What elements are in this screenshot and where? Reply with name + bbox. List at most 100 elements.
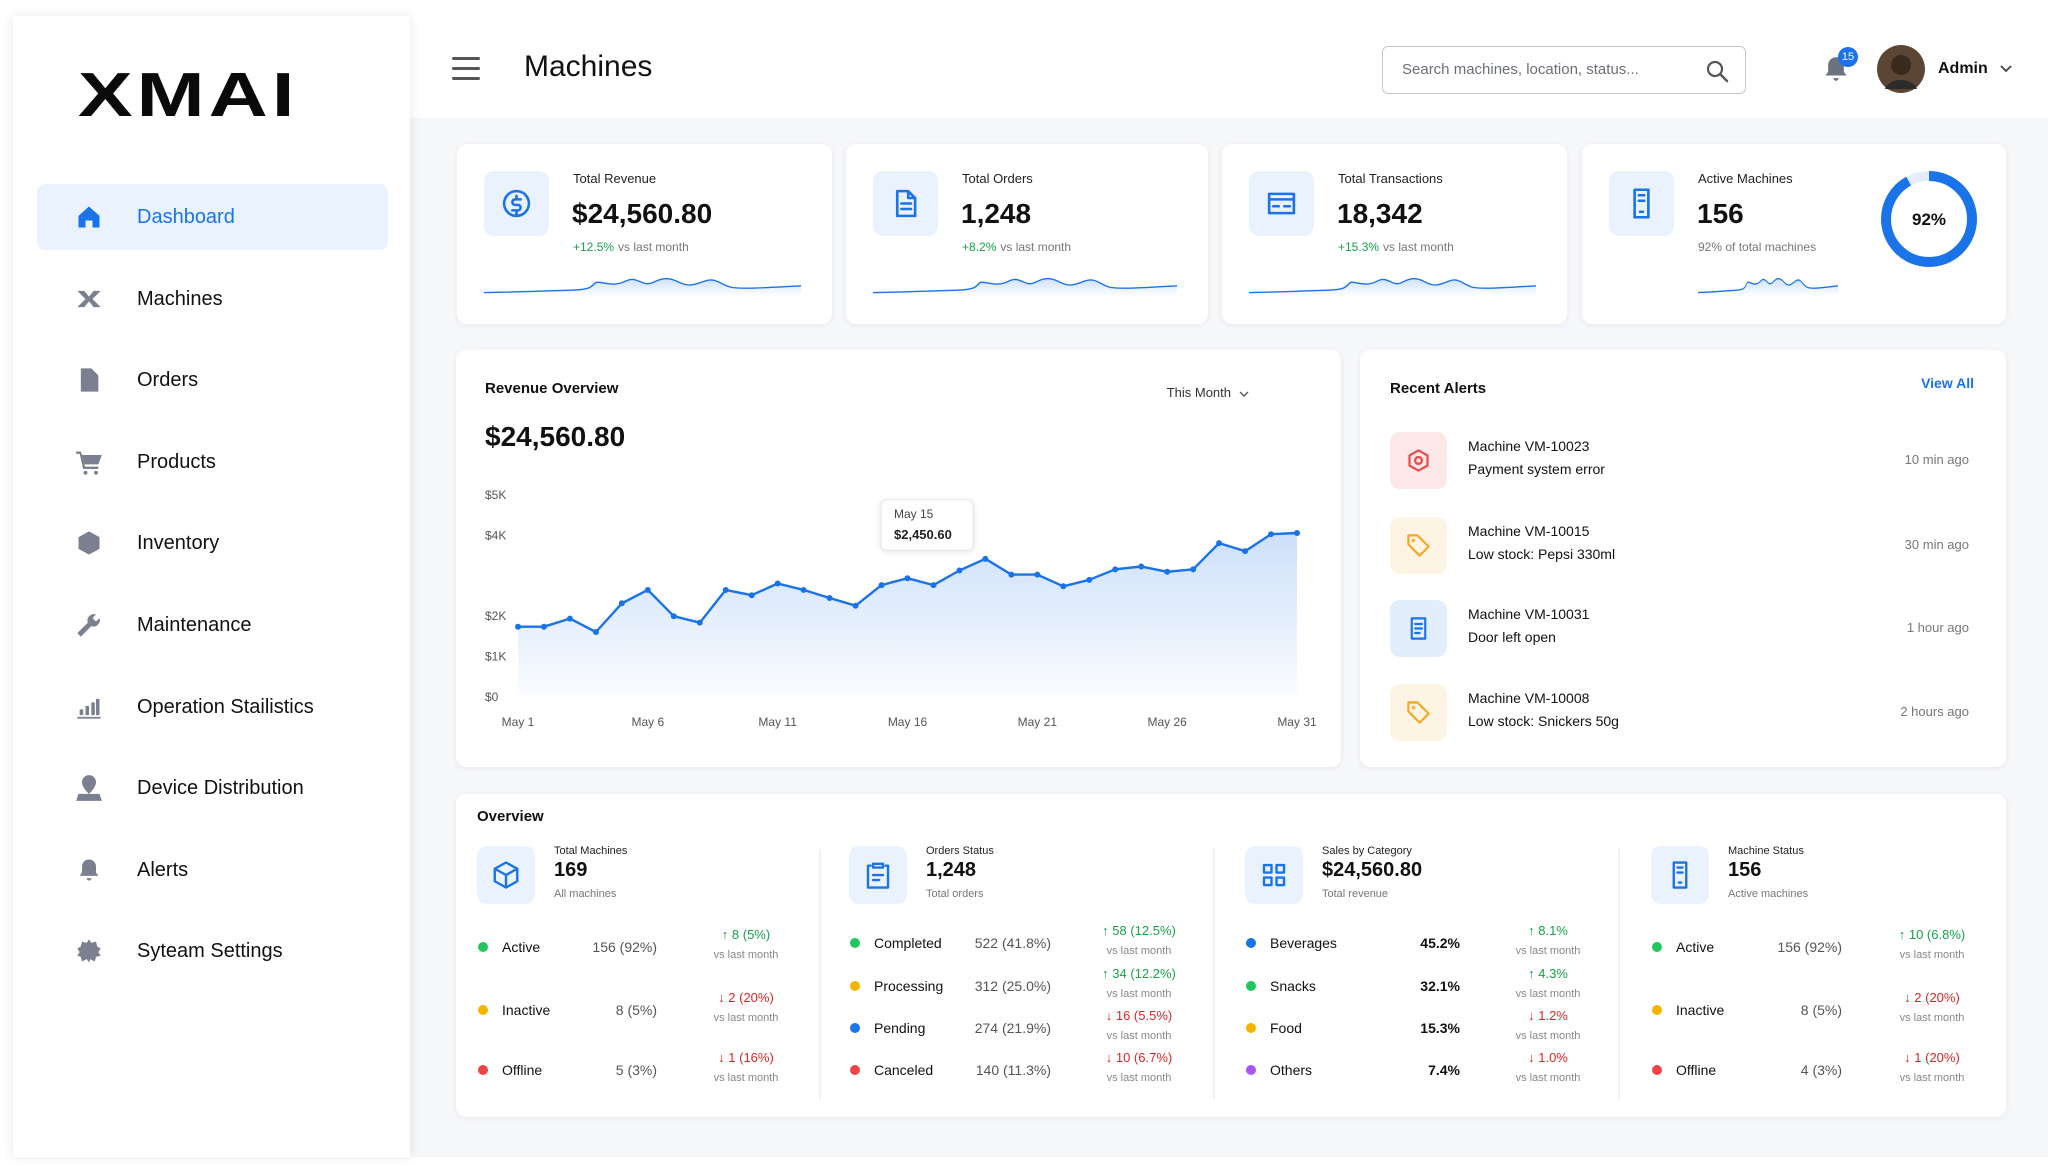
- nav-item[interactable]: Inventory: [37, 510, 388, 576]
- data-point: [592, 628, 599, 635]
- data-point: [1164, 568, 1171, 575]
- row-label: Inactive: [1676, 1002, 1725, 1018]
- alert-icon-box: [1390, 517, 1447, 574]
- alert-icon-box: [1390, 432, 1447, 489]
- status-dot: [1246, 1065, 1256, 1075]
- gauge-arc: [1881, 171, 1977, 267]
- status-dot: [1246, 1023, 1256, 1033]
- row-change-note: vs last month: [1899, 1012, 1965, 1024]
- x-tick-label: May 6: [631, 715, 664, 729]
- nav-label: Dashboard: [137, 206, 235, 228]
- row-change: ↓ 2 (20%): [718, 990, 774, 1005]
- nav-label: Device Distribution: [137, 777, 304, 800]
- data-point: [956, 567, 963, 574]
- section-note: All machines: [554, 888, 617, 900]
- row-value: 156 (92%): [1777, 939, 1842, 955]
- row-change: ↓ 1 (20%): [1904, 1050, 1960, 1065]
- row-change-note: vs last month: [1106, 1072, 1172, 1084]
- nav-icon: [77, 290, 101, 307]
- alert-time: 2 hours ago: [1900, 704, 1969, 719]
- menu-button[interactable]: [452, 56, 480, 82]
- kpi-change-note: vs last month: [618, 240, 689, 254]
- data-point: [826, 595, 833, 602]
- data-point: [904, 575, 911, 582]
- nav-icon: [78, 206, 100, 228]
- data-point: [748, 592, 755, 599]
- user-name[interactable]: Admin: [1938, 60, 1988, 77]
- kpi-value: 18,342: [1337, 198, 1423, 229]
- kpi-card: Total Revenue $24,560.80 +12.5% vs last mon…: [457, 144, 832, 324]
- nav-label: Orders: [137, 369, 199, 392]
- nav-item[interactable]: Machines: [37, 266, 388, 332]
- alert-time: 10 min ago: [1904, 452, 1969, 467]
- row-change: ↑ 10 (6.8%): [1898, 927, 1966, 942]
- section-value: $24,560.80: [1322, 859, 1423, 881]
- nav-item[interactable]: Products: [37, 429, 388, 495]
- overview-icon-shape: [1262, 863, 1286, 887]
- gauge-label: 92%: [1912, 210, 1946, 229]
- search-icon[interactable]: [1705, 59, 1729, 83]
- nav-icon: [77, 859, 101, 881]
- notification-badge: 15: [1838, 47, 1858, 67]
- kpi-icon: [502, 189, 531, 218]
- nav-item[interactable]: Orders: [37, 347, 388, 413]
- view-all-link[interactable]: View All: [1921, 375, 1974, 391]
- data-point: [1112, 566, 1119, 573]
- nav-icon-shape: [77, 859, 101, 881]
- nav-item[interactable]: Device Distribution: [37, 755, 388, 821]
- sidebar: XMAI Dashboard Machines Orders Products Inve…: [13, 16, 410, 1157]
- kpi-icon-box: [873, 171, 938, 236]
- row-label: Snacks: [1270, 978, 1316, 994]
- nav-icon: [80, 368, 99, 392]
- kpi-icon-box: [1249, 171, 1314, 236]
- nav-item[interactable]: Dashboard: [37, 184, 388, 250]
- row-value: 312 (25.0%): [974, 978, 1051, 994]
- nav-label: Machines: [137, 287, 223, 310]
- user-menu-chevron[interactable]: [2000, 64, 2012, 74]
- nav-icon: [78, 531, 100, 556]
- nav-item[interactable]: Syteam Settings: [37, 918, 388, 984]
- nav-item[interactable]: Operation Stailistics: [37, 674, 388, 740]
- row-value: 274 (21.9%): [974, 1020, 1051, 1036]
- alert-time: 1 hour ago: [1906, 620, 1969, 635]
- alerts-card: Recent Alerts View All Machine VM-10023 Pay…: [1360, 350, 2006, 767]
- row-change-note: vs last month: [713, 949, 779, 961]
- nav-item[interactable]: Maintenance: [37, 592, 388, 658]
- tooltip-box: [880, 499, 974, 551]
- nav-label: Operation Stailistics: [137, 695, 314, 718]
- sparkline-shape: [873, 277, 1177, 296]
- row-change: ↓ 1.2%: [1528, 1008, 1568, 1023]
- x-tick-label: May 11: [758, 715, 797, 729]
- nav-label: Products: [137, 450, 216, 473]
- user-avatar[interactable]: [1877, 45, 1925, 93]
- section-label: Machine Status: [1728, 845, 1804, 857]
- row-change-note: vs last month: [1899, 1072, 1965, 1084]
- section-value: 169: [554, 859, 588, 881]
- row-label: Completed: [874, 935, 942, 951]
- status-dot: [850, 981, 860, 991]
- alert-icon-shape: [1410, 617, 1427, 640]
- search-placeholder: Search machines, location, status...: [1402, 61, 1639, 78]
- row-value: 32.1%: [1420, 978, 1460, 994]
- overview-icon-box: [1245, 846, 1303, 904]
- data-point: [696, 619, 703, 626]
- period-chevron[interactable]: [1239, 391, 1249, 397]
- row-value: 8 (5%): [1800, 1002, 1842, 1018]
- row-label: Food: [1270, 1020, 1302, 1036]
- section-value: 156: [1728, 859, 1762, 881]
- search-box[interactable]: Search machines, location, status...: [1382, 46, 1746, 94]
- x-tick-label: May 21: [1018, 715, 1058, 729]
- section-label: Total Machines: [554, 845, 628, 857]
- row-value: 7.4%: [1428, 1062, 1460, 1078]
- nav-icon-shape: [77, 290, 101, 307]
- period-select[interactable]: This Month: [1167, 385, 1231, 400]
- nav-item[interactable]: Alerts: [37, 837, 388, 903]
- alert-message: Payment system error: [1468, 461, 1605, 477]
- alert-icon: [1408, 449, 1429, 472]
- sparkline-shape: [1698, 277, 1838, 296]
- section-note: Total revenue: [1322, 888, 1389, 900]
- data-point: [1034, 571, 1041, 578]
- row-change-note: vs last month: [1515, 988, 1581, 1000]
- nav-label: Alerts: [137, 858, 189, 881]
- row-change-note: vs last month: [1515, 945, 1581, 957]
